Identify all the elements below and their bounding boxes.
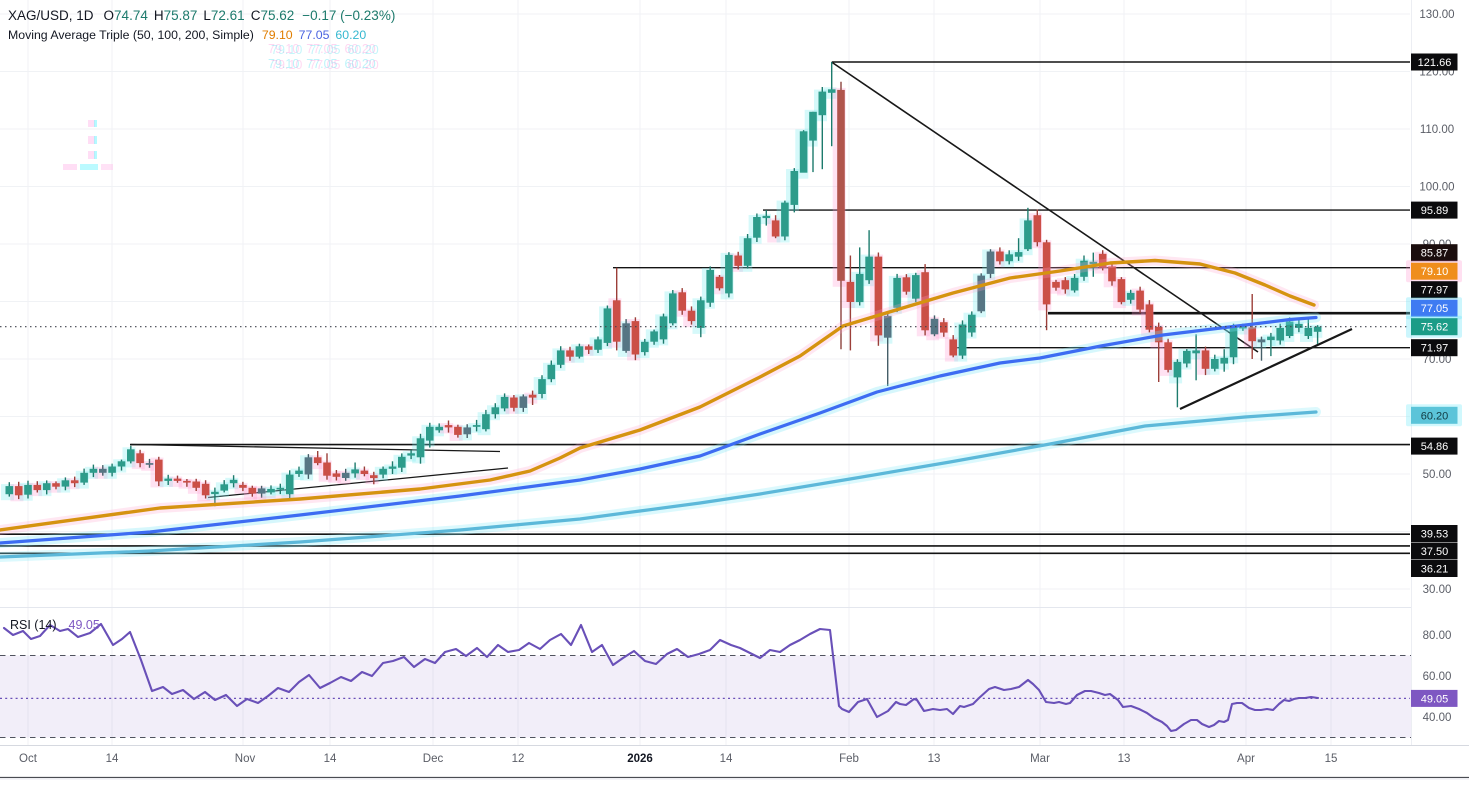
svg-text:60.00: 60.00 xyxy=(1423,671,1452,683)
svg-text:36.21: 36.21 xyxy=(1421,564,1449,576)
svg-text:14: 14 xyxy=(106,753,119,765)
svg-text:110.00: 110.00 xyxy=(1420,124,1454,136)
svg-text:79.10 77.05 60.20: 79.10 77.05 60.20 xyxy=(268,57,376,71)
svg-text:30.00: 30.00 xyxy=(1423,584,1452,596)
svg-text:75.62: 75.62 xyxy=(1421,322,1449,334)
svg-text:Nov: Nov xyxy=(235,753,256,765)
svg-text:Mar: Mar xyxy=(1030,753,1050,765)
svg-text:79.10 77.05 60.20: 79.10 77.05 60.20 xyxy=(271,43,379,57)
svg-text:14: 14 xyxy=(720,753,733,765)
svg-text:Dec: Dec xyxy=(423,753,444,765)
svg-text:79.10 77.05 60.20: 79.10 77.05 60.20 xyxy=(271,58,379,72)
svg-text:40.00: 40.00 xyxy=(1423,712,1452,724)
svg-text:12: 12 xyxy=(512,753,525,765)
svg-text:37.50: 37.50 xyxy=(1421,546,1449,558)
svg-text:77.97: 77.97 xyxy=(1421,285,1449,297)
svg-text:60.20: 60.20 xyxy=(1421,410,1449,422)
svg-text:Oct: Oct xyxy=(19,753,38,765)
svg-text:95.89: 95.89 xyxy=(1421,205,1449,217)
svg-text:54.86: 54.86 xyxy=(1421,441,1449,453)
svg-text:15: 15 xyxy=(1325,753,1338,765)
svg-text:79.10 77.05 60.20: 79.10 77.05 60.20 xyxy=(268,42,376,56)
svg-text:130.00: 130.00 xyxy=(1419,9,1454,21)
svg-text:50.00: 50.00 xyxy=(1423,469,1452,481)
svg-text:14: 14 xyxy=(324,753,337,765)
svg-text:100.00: 100.00 xyxy=(1419,182,1454,194)
svg-text:Feb: Feb xyxy=(839,753,859,765)
svg-text:85.87: 85.87 xyxy=(1421,248,1449,260)
svg-text:13: 13 xyxy=(1118,753,1131,765)
svg-text:13: 13 xyxy=(928,753,941,765)
svg-text:2026: 2026 xyxy=(627,753,653,765)
svg-text:71.97: 71.97 xyxy=(1421,343,1449,355)
svg-text:49.05: 49.05 xyxy=(1421,693,1449,705)
svg-text:39.53: 39.53 xyxy=(1421,529,1449,541)
svg-text:80.00: 80.00 xyxy=(1423,630,1452,642)
svg-text:Moving Average Triple (50, 100: Moving Average Triple (50, 100, 200, Sim… xyxy=(8,28,366,42)
svg-text:77.05: 77.05 xyxy=(1421,303,1449,315)
svg-text:RSI (14)49.05: RSI (14) 49.05 xyxy=(10,618,100,632)
svg-text:79.10: 79.10 xyxy=(1421,266,1449,278)
svg-text:121.66: 121.66 xyxy=(1418,57,1452,69)
svg-text:Apr: Apr xyxy=(1237,753,1255,765)
svg-text:70.00: 70.00 xyxy=(1423,354,1452,366)
